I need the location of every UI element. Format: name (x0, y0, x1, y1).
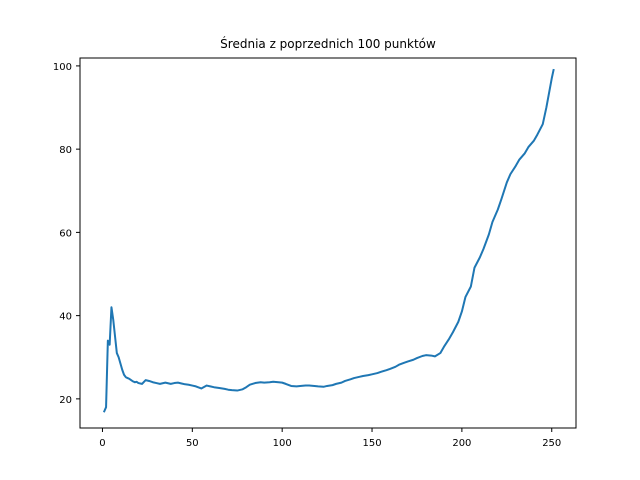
y-tick-label-0: 20 (59, 395, 72, 406)
y-tick-label-1: 40 (59, 312, 72, 323)
chart-title: Średnia z poprzednich 100 punktów (220, 36, 436, 51)
plot-area: 0 50 100 150 200 250 20 40 60 80 100 (53, 57, 577, 449)
axes-frame (79, 57, 577, 429)
x-tick-label-5: 250 (542, 438, 561, 449)
x-tick-label-2: 100 (273, 438, 292, 449)
x-tick-label-3: 150 (362, 438, 381, 449)
x-tick-label-4: 200 (452, 438, 471, 449)
x-tick-label-0: 0 (99, 438, 105, 449)
y-tick-label-3: 80 (59, 145, 72, 156)
y-tick-label-4: 100 (53, 62, 72, 73)
y-tick-label-2: 60 (59, 228, 72, 239)
series-line-0 (102, 68, 555, 413)
x-tick-label-1: 50 (186, 438, 199, 449)
